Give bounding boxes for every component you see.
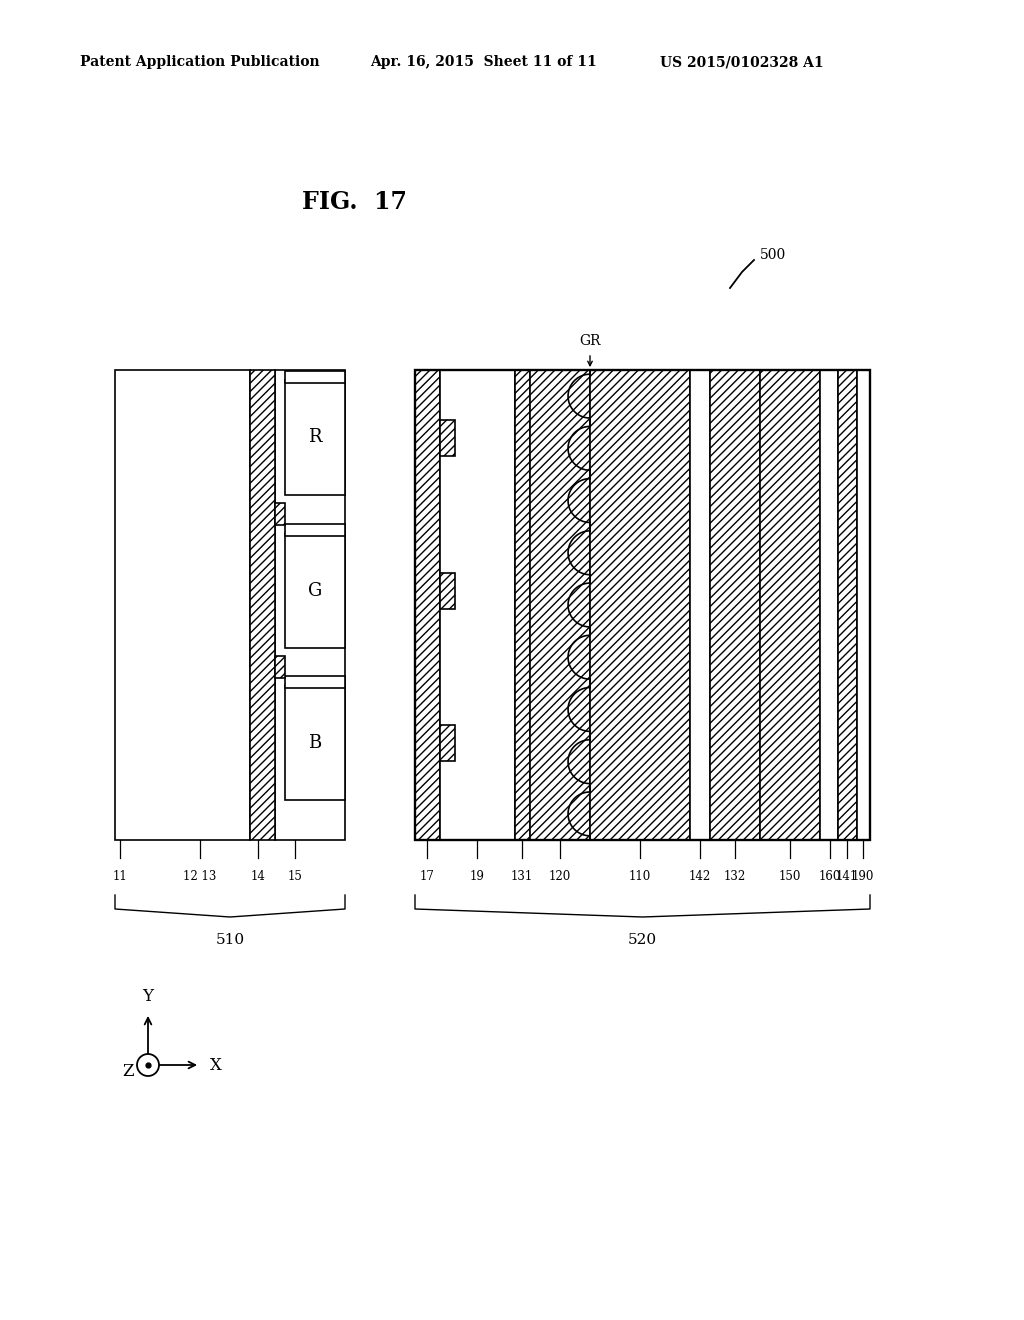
Bar bbox=[710, 370, 760, 840]
Text: 17: 17 bbox=[420, 870, 434, 883]
Bar bbox=[440, 370, 515, 840]
Bar bbox=[530, 370, 590, 840]
Text: 520: 520 bbox=[628, 933, 657, 946]
Bar bbox=[285, 676, 345, 688]
Bar bbox=[250, 370, 275, 840]
Text: 160: 160 bbox=[819, 870, 841, 883]
Text: US 2015/0102328 A1: US 2015/0102328 A1 bbox=[660, 55, 823, 69]
Text: 15: 15 bbox=[288, 870, 302, 883]
Circle shape bbox=[137, 1053, 159, 1076]
Bar bbox=[690, 370, 710, 840]
Text: 190: 190 bbox=[852, 870, 874, 883]
Text: 150: 150 bbox=[779, 870, 801, 883]
Text: Apr. 16, 2015  Sheet 11 of 11: Apr. 16, 2015 Sheet 11 of 11 bbox=[370, 55, 597, 69]
Text: FIG.  17: FIG. 17 bbox=[302, 190, 408, 214]
Bar bbox=[415, 370, 440, 840]
Bar bbox=[275, 370, 345, 840]
Bar bbox=[285, 371, 345, 383]
Bar bbox=[275, 503, 285, 525]
Text: 142: 142 bbox=[689, 870, 711, 883]
Text: 11: 11 bbox=[113, 870, 127, 883]
Bar bbox=[440, 573, 455, 609]
Text: X: X bbox=[210, 1056, 222, 1073]
Bar bbox=[285, 685, 345, 800]
Text: 19: 19 bbox=[470, 870, 484, 883]
Bar bbox=[415, 370, 870, 840]
Text: 110: 110 bbox=[629, 870, 651, 883]
Text: G: G bbox=[308, 582, 323, 599]
Text: 14: 14 bbox=[251, 870, 265, 883]
Text: 141: 141 bbox=[836, 870, 858, 883]
Bar bbox=[440, 420, 455, 455]
Text: 500: 500 bbox=[760, 248, 786, 261]
Text: 131: 131 bbox=[511, 870, 534, 883]
Text: Z: Z bbox=[123, 1064, 134, 1081]
Bar bbox=[440, 725, 455, 760]
Bar bbox=[285, 524, 345, 536]
Bar bbox=[285, 380, 345, 495]
Text: 120: 120 bbox=[549, 870, 571, 883]
Text: 510: 510 bbox=[215, 933, 245, 946]
Text: GR: GR bbox=[580, 334, 601, 348]
Bar bbox=[820, 370, 838, 840]
Bar bbox=[760, 370, 820, 840]
Bar bbox=[590, 370, 690, 840]
Bar bbox=[857, 370, 870, 840]
Bar bbox=[115, 370, 250, 840]
Text: R: R bbox=[308, 429, 322, 446]
Bar bbox=[275, 656, 285, 677]
Text: 12 13: 12 13 bbox=[183, 870, 217, 883]
Text: B: B bbox=[308, 734, 322, 751]
Text: 132: 132 bbox=[724, 870, 746, 883]
Text: Patent Application Publication: Patent Application Publication bbox=[80, 55, 319, 69]
Bar bbox=[515, 370, 530, 840]
Bar bbox=[285, 533, 345, 648]
Bar bbox=[838, 370, 857, 840]
Text: Y: Y bbox=[142, 987, 154, 1005]
